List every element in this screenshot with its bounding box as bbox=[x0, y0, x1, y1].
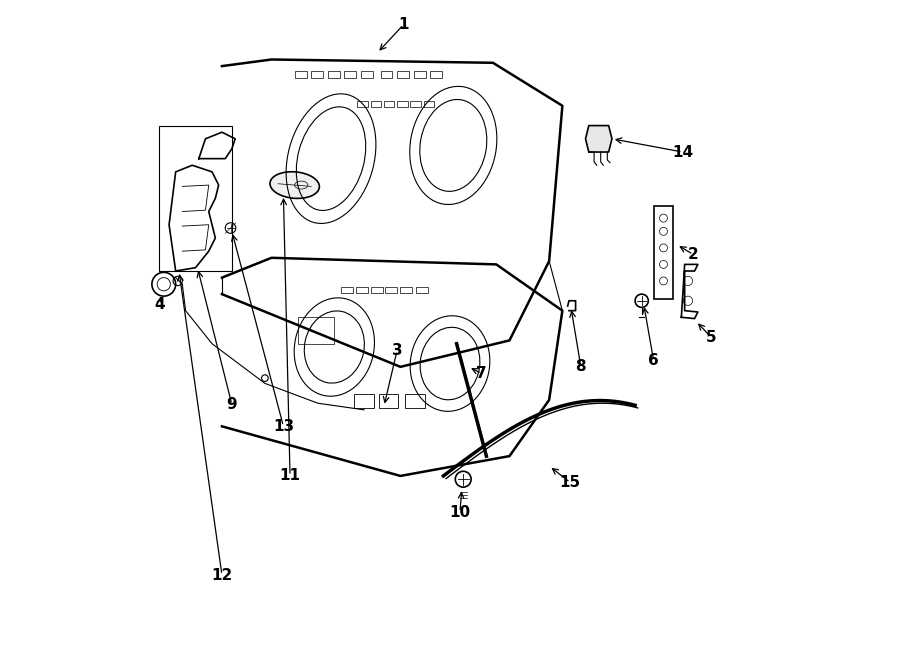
Text: 10: 10 bbox=[449, 505, 471, 520]
Text: 7: 7 bbox=[476, 366, 487, 381]
Bar bbox=[410, 101, 421, 107]
Polygon shape bbox=[586, 126, 612, 152]
Text: 13: 13 bbox=[273, 419, 294, 434]
Text: 4: 4 bbox=[154, 297, 165, 311]
Bar bbox=[371, 287, 382, 293]
Text: 12: 12 bbox=[212, 568, 232, 582]
Bar bbox=[294, 71, 307, 78]
Bar bbox=[357, 101, 368, 107]
Bar bbox=[371, 101, 382, 107]
Polygon shape bbox=[222, 59, 562, 367]
Bar bbox=[414, 71, 426, 78]
Bar bbox=[341, 287, 353, 293]
Ellipse shape bbox=[270, 172, 320, 198]
Text: 1: 1 bbox=[399, 17, 409, 32]
Bar bbox=[385, 287, 397, 293]
Text: 2: 2 bbox=[688, 247, 698, 262]
Text: 6: 6 bbox=[648, 353, 659, 368]
Bar bbox=[430, 71, 442, 78]
Polygon shape bbox=[222, 258, 562, 476]
Text: 5: 5 bbox=[706, 330, 716, 344]
Text: 15: 15 bbox=[560, 475, 580, 490]
Bar bbox=[344, 71, 356, 78]
Bar bbox=[397, 71, 409, 78]
Bar bbox=[298, 317, 334, 344]
Bar bbox=[384, 101, 394, 107]
Bar bbox=[397, 101, 408, 107]
Bar bbox=[328, 71, 339, 78]
Bar bbox=[361, 71, 373, 78]
Bar bbox=[311, 71, 323, 78]
Text: 3: 3 bbox=[392, 343, 402, 358]
Bar bbox=[405, 394, 425, 408]
Bar bbox=[159, 126, 232, 271]
Bar bbox=[416, 287, 428, 293]
Bar bbox=[379, 394, 399, 408]
Text: 8: 8 bbox=[576, 360, 586, 374]
Text: 11: 11 bbox=[280, 469, 301, 483]
Bar bbox=[381, 71, 392, 78]
Text: 9: 9 bbox=[227, 397, 238, 412]
Bar bbox=[424, 101, 434, 107]
Text: 14: 14 bbox=[672, 145, 693, 159]
Bar bbox=[356, 287, 368, 293]
Bar bbox=[355, 394, 374, 408]
Bar bbox=[400, 287, 411, 293]
Bar bbox=[653, 206, 673, 299]
